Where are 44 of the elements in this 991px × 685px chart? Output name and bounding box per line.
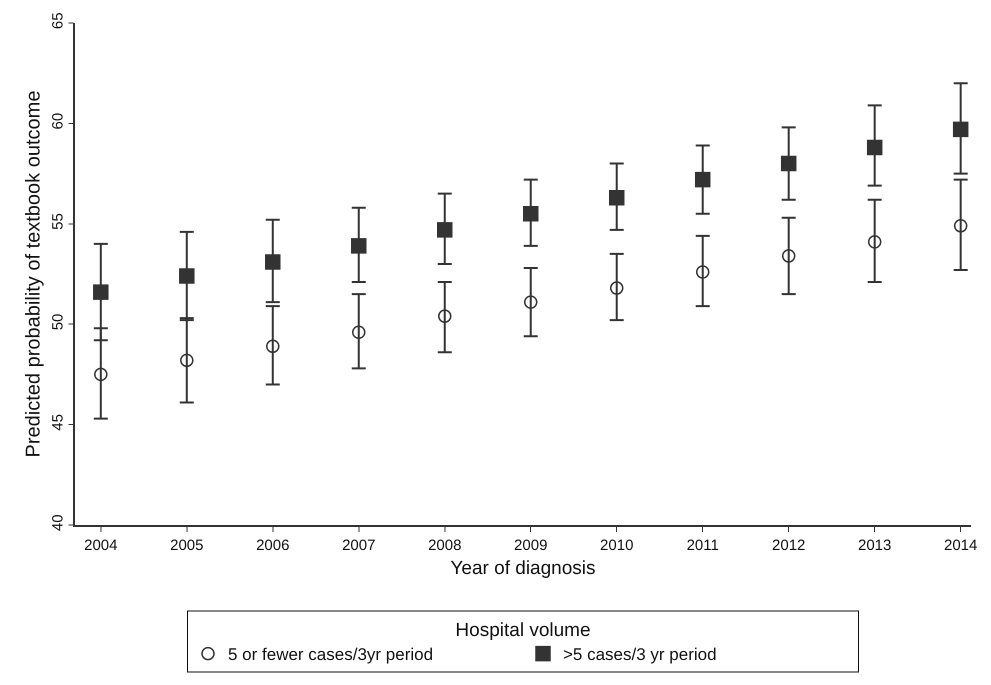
point [608, 190, 624, 206]
y-tick-label: 40 [49, 514, 66, 532]
y-tick-label: 60 [49, 112, 66, 130]
x-tick-label: 2010 [600, 536, 634, 554]
legend-title: Hospital volume [455, 620, 591, 642]
point [696, 265, 710, 279]
point [180, 354, 194, 368]
x-tick-label: 2005 [170, 536, 204, 554]
point [954, 219, 968, 233]
point [266, 340, 280, 354]
point [782, 249, 796, 263]
y-tick-label: 55 [49, 213, 66, 230]
x-tick-label: 2011 [686, 536, 719, 554]
point [522, 206, 538, 222]
x-tick-label: 2008 [428, 536, 462, 554]
x-tick-label: 2004 [84, 536, 118, 554]
point [265, 254, 281, 270]
x-tick-label: 2012 [772, 536, 806, 554]
point [780, 156, 796, 172]
legend-label: 5 or fewer cases/3yr period [228, 645, 434, 664]
y-tick-label: 65 [49, 12, 66, 30]
point [351, 238, 367, 254]
point [437, 222, 452, 238]
x-tick-label: 2009 [514, 536, 548, 554]
point [952, 122, 968, 138]
point [179, 268, 195, 284]
point [868, 235, 882, 249]
point [866, 140, 882, 156]
point [94, 368, 108, 382]
point [352, 325, 366, 339]
x-tick-label: 2007 [342, 536, 376, 554]
point [93, 284, 109, 300]
y-tick-label: 45 [49, 414, 66, 431]
y-axis-title: Predicted probability of textbook outcome [22, 90, 44, 458]
x-tick-label: 2014 [944, 536, 978, 554]
x-axis-title: Year of diagnosis [450, 558, 596, 580]
x-tick-label: 2013 [858, 536, 892, 554]
legend-label: >5 cases/3 yr period [563, 645, 717, 664]
y-tick-label: 50 [49, 314, 66, 330]
x-tick-label: 2006 [256, 536, 290, 554]
point [694, 172, 710, 188]
point [438, 309, 452, 323]
point [524, 295, 538, 309]
point [610, 281, 624, 295]
